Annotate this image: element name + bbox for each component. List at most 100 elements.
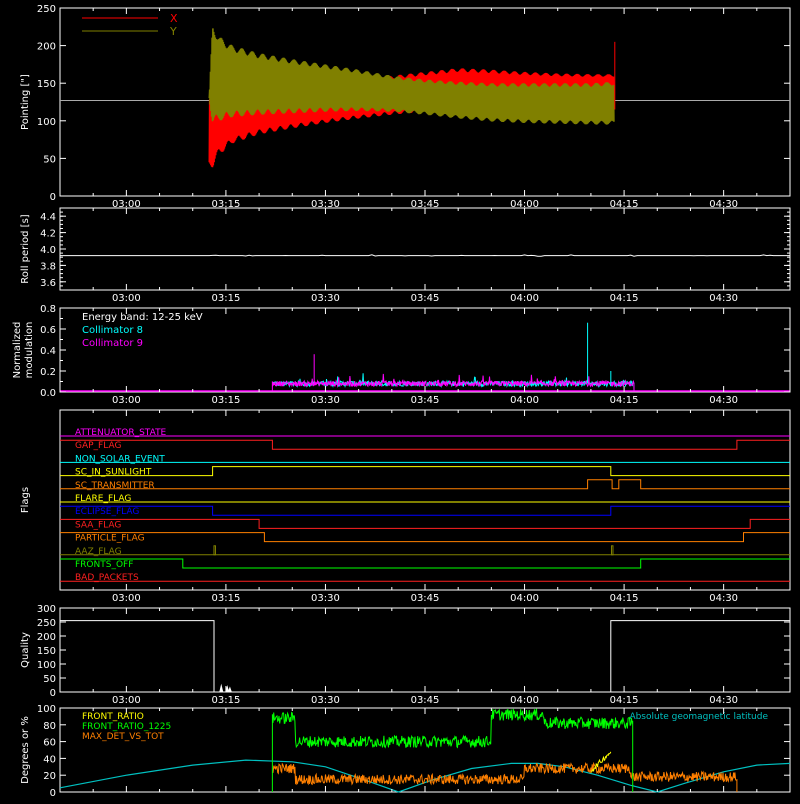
y-tick-label: 0 [50, 192, 56, 203]
ratios-panel: 0 20 40 60 80 100 Degrees or % FRONT_RATIOFRONT… [20, 704, 791, 799]
x-tick-label: 04:00 [510, 293, 539, 304]
ratios-legend-label: FRONT_RATIO [82, 712, 144, 722]
flag-label: FRONTS_OFF [75, 560, 133, 570]
flag-pulse [610, 545, 614, 556]
x-tick-label: 04:30 [709, 395, 738, 406]
flag-trace [60, 439, 790, 450]
roll-period-line [60, 254, 790, 257]
y-tick-label: 0.0 [40, 388, 56, 399]
x-tick-label: 03:00 [112, 199, 141, 210]
flag-row-saa-flag: SAA_FLAG [60, 518, 790, 530]
pointing-legend-label: X [170, 12, 178, 25]
flag-row-particle-flag: PARTICLE_FLAG [60, 532, 790, 544]
y-tick-label: 3.8 [40, 261, 56, 272]
y-axis-label: Degrees or % [20, 716, 31, 784]
flag-trace [60, 558, 790, 569]
flag-label: SC_IN_SUNLIGHT [75, 468, 152, 478]
x-tick-label: 04:15 [610, 293, 639, 304]
ratios-max-det-vs-tot [272, 761, 738, 793]
y-tick-label: 100 [37, 660, 56, 671]
ratios-front-ratio [590, 751, 612, 773]
flag-label: SAA_FLAG [75, 520, 121, 530]
x-tick-label: 04:15 [610, 593, 639, 604]
x-tick-label: 04:00 [510, 199, 539, 210]
x-tick-label: 03:15 [211, 199, 240, 210]
y-axis-label: Pointing ["] [20, 74, 31, 130]
x-tick-label: 03:30 [311, 593, 340, 604]
roll-period-panel-frame [59, 207, 791, 291]
y-axis-label: Flags [20, 487, 31, 513]
flag-label: FLARE_FLAG [75, 494, 131, 504]
quality-blip [219, 683, 224, 692]
x-tick-label: 03:15 [211, 695, 240, 706]
x-tick-label: 04:15 [610, 199, 639, 210]
pointing-series-y [208, 28, 615, 125]
flag-row-sc-transmitter: SC_TRANSMITTER [60, 479, 790, 491]
flag-label: PARTICLE_FLAG [75, 534, 145, 544]
roll-period-panel: 3.6 3.8 4.0 4.2 4.4 03:00 03:15 03:30 03:45 04:00… [20, 207, 791, 304]
x-tick-label: 03:30 [311, 395, 340, 406]
y-tick-label: 100 [37, 117, 56, 128]
flag-label: ECLIPSE_FLAG [75, 507, 139, 517]
x-tick-label: 03:15 [211, 293, 240, 304]
y-axis-label-line2: modulation [24, 322, 35, 379]
flag-label: AAZ_FLAG [75, 547, 122, 557]
x-tick-label: 03:45 [411, 293, 440, 304]
y-axis-label-line1: Normalized [12, 322, 23, 379]
x-tick-label: 03:15 [211, 593, 240, 604]
y-tick-label: 60 [43, 738, 56, 749]
x-tick-label: 03:00 [112, 593, 141, 604]
y-tick-label: 250 [37, 4, 56, 15]
flag-trace [60, 479, 790, 490]
y-tick-label: 0 [50, 788, 56, 799]
quality-blip [227, 686, 232, 692]
y-tick-label: 250 [37, 618, 56, 629]
y-tick-label: 50 [43, 674, 56, 685]
ratios-right-legend-label: Absolute geomagnetic latitude [629, 712, 768, 722]
y-tick-label: 80 [43, 721, 56, 732]
flag-row-non-solar-event: NON_SOLAR_EVENT [60, 454, 790, 464]
flag-label: BAD_PACKETS [75, 573, 139, 583]
x-tick-label: 04:00 [510, 593, 539, 604]
y-tick-label: 100 [37, 704, 56, 715]
flag-row-flare-flag: FLARE_FLAG [60, 494, 790, 504]
y-tick-label: 3.6 [40, 278, 56, 289]
x-tick-label: 03:45 [411, 593, 440, 604]
x-tick-label: 03:30 [311, 199, 340, 210]
y-tick-label: 0.8 [40, 304, 56, 315]
modulation-annotation: Energy band: 12-25 keV [82, 312, 203, 323]
x-tick-label: 03:30 [311, 695, 340, 706]
flag-label: ATTENUATOR_STATE [75, 428, 167, 438]
y-tick-label: 0.2 [40, 367, 56, 378]
y-tick-label: 20 [43, 771, 56, 782]
flags-panel: ATTENUATOR_STATE GAP_FLAG NON_SOLAR_EVENT S… [20, 409, 791, 604]
x-tick-label: 04:00 [510, 695, 539, 706]
y-tick-label: 4.0 [40, 245, 56, 256]
x-tick-label: 03:45 [411, 199, 440, 210]
flag-row-fronts-off: FRONTS_OFF [60, 558, 790, 570]
y-tick-label: 40 [43, 754, 56, 765]
x-tick-label: 04:00 [510, 395, 539, 406]
ratios-legend-label: MAX_DET_VS_TOT [82, 732, 164, 742]
y-tick-label: 0.6 [40, 325, 56, 336]
x-tick-label: 04:15 [610, 395, 639, 406]
pointing-legend-label: Y [169, 25, 177, 38]
pointing-panel: 0 50 100 150 200 250 03:00 03:15 03:30 03:45 04:00… [20, 4, 791, 210]
y-tick-label: 200 [37, 632, 56, 643]
y-axis-label: Quality [20, 632, 31, 668]
flags-panel-frame [59, 409, 791, 591]
y-tick-label: 4.4 [40, 212, 56, 223]
ratios-legend-label: FRONT_RATIO_1225 [82, 722, 171, 732]
flag-row-gap-flag: GAP_FLAG [60, 439, 790, 451]
y-tick-label: 150 [37, 646, 56, 657]
quality-line [60, 620, 790, 693]
x-tick-label: 03:00 [112, 695, 141, 706]
flag-label: NON_SOLAR_EVENT [75, 454, 165, 464]
flag-trace [60, 532, 790, 543]
x-tick-label: 03:45 [411, 695, 440, 706]
modulation-series-collimator-8 [272, 373, 635, 391]
flag-pulse [213, 545, 216, 556]
y-axis-label: Roll period [s] [20, 214, 31, 283]
